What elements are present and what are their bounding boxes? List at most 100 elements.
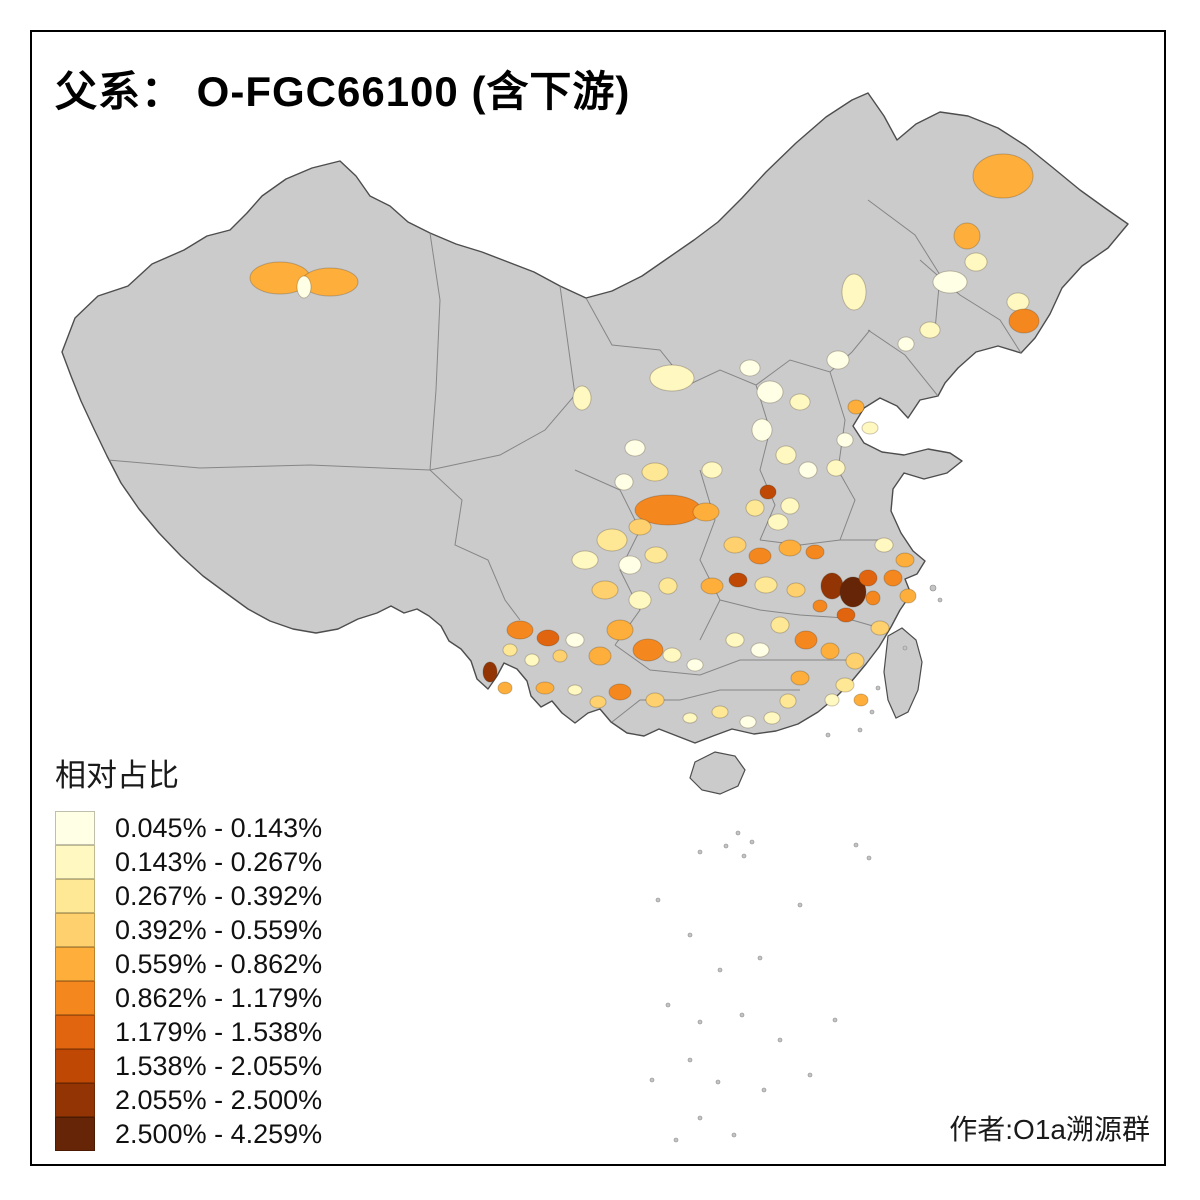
map-region bbox=[759, 484, 777, 500]
map-region bbox=[535, 681, 555, 695]
map-region bbox=[841, 273, 867, 311]
map-region bbox=[591, 580, 619, 600]
islet bbox=[723, 843, 729, 849]
map-region bbox=[899, 588, 917, 604]
map-region bbox=[624, 439, 646, 457]
legend-swatch bbox=[55, 913, 95, 947]
legend-label: 0.143% - 0.267% bbox=[115, 846, 323, 877]
legend-item: 2.055% - 2.500% bbox=[55, 1083, 322, 1117]
map-region bbox=[953, 222, 981, 250]
islet bbox=[717, 967, 723, 973]
islet bbox=[875, 685, 881, 691]
islet bbox=[665, 1002, 671, 1008]
map-region bbox=[1006, 292, 1030, 312]
map-region bbox=[835, 677, 855, 693]
map-region bbox=[723, 536, 747, 554]
map-region bbox=[596, 528, 628, 552]
legend: 相对占比 0.045% - 0.143% 0.143% - 0.267% 0.267… bbox=[55, 750, 322, 1151]
choropleth-regions bbox=[249, 153, 1040, 729]
map-region bbox=[779, 693, 797, 709]
islet bbox=[902, 645, 908, 651]
islet bbox=[649, 1077, 655, 1083]
islet bbox=[741, 853, 747, 859]
map-region bbox=[865, 590, 881, 606]
map-region bbox=[754, 576, 778, 594]
islet bbox=[857, 727, 863, 733]
islet bbox=[731, 1132, 737, 1138]
map-region bbox=[756, 380, 784, 404]
legend-title: 相对占比 bbox=[55, 758, 179, 793]
map-region bbox=[870, 620, 890, 636]
legend-swatch bbox=[55, 845, 95, 879]
map-region bbox=[641, 462, 669, 482]
map-region bbox=[919, 321, 941, 339]
map-region bbox=[571, 550, 599, 570]
islet bbox=[687, 1057, 693, 1063]
legend-label: 1.179% - 1.538% bbox=[115, 1016, 323, 1047]
islet bbox=[832, 1017, 838, 1023]
map-region bbox=[839, 576, 867, 608]
legend-label: 2.500% - 4.259% bbox=[115, 1118, 323, 1149]
islet bbox=[697, 1019, 703, 1025]
province-borders bbox=[107, 199, 1022, 723]
map-region bbox=[618, 555, 642, 575]
map-region bbox=[536, 629, 560, 647]
map-region bbox=[812, 599, 828, 613]
map-region bbox=[682, 712, 698, 724]
map-region bbox=[824, 693, 840, 707]
islet bbox=[749, 839, 755, 845]
map-region bbox=[858, 569, 878, 587]
map-region bbox=[692, 502, 720, 522]
map-region bbox=[739, 715, 757, 729]
islet bbox=[697, 849, 703, 855]
map-region bbox=[608, 683, 632, 701]
map-region bbox=[711, 705, 729, 719]
author-credit: 作者:O1a溯源群 bbox=[949, 1114, 1150, 1145]
map-region bbox=[763, 711, 781, 725]
islet bbox=[739, 1012, 745, 1018]
islet bbox=[853, 842, 859, 848]
legend-swatch bbox=[55, 1015, 95, 1049]
legend-swatch bbox=[55, 1049, 95, 1083]
map-region bbox=[845, 652, 865, 670]
map-region bbox=[524, 653, 540, 667]
map-region bbox=[1008, 308, 1040, 334]
map-region bbox=[897, 336, 915, 352]
legend-item: 1.179% - 1.538% bbox=[55, 1015, 322, 1049]
map-region bbox=[786, 582, 806, 598]
map-region bbox=[798, 461, 818, 479]
map-region bbox=[932, 270, 968, 294]
legend-swatch bbox=[55, 1083, 95, 1117]
map-region bbox=[751, 418, 773, 442]
map-region bbox=[614, 473, 634, 491]
islet bbox=[807, 1072, 813, 1078]
map-region bbox=[836, 432, 854, 448]
map-region bbox=[497, 681, 513, 695]
map-region bbox=[836, 607, 856, 623]
map-region bbox=[645, 692, 665, 708]
china-mainland bbox=[61, 92, 1129, 744]
islet bbox=[929, 584, 937, 592]
map-region bbox=[826, 459, 846, 477]
map-region bbox=[572, 385, 592, 411]
legend-item: 0.559% - 0.862% bbox=[55, 947, 322, 981]
legend-label: 0.862% - 1.179% bbox=[115, 982, 323, 1013]
islet bbox=[937, 597, 943, 603]
legend-rows: 0.045% - 0.143% 0.143% - 0.267% 0.267% - 0… bbox=[55, 811, 322, 1151]
legend-label: 1.538% - 2.055% bbox=[115, 1050, 323, 1081]
map-region bbox=[502, 643, 518, 657]
map-region bbox=[780, 497, 800, 515]
map-region bbox=[552, 649, 568, 663]
map-region bbox=[874, 537, 894, 553]
map-region bbox=[649, 364, 695, 392]
legend-item: 0.045% - 0.143% bbox=[55, 811, 322, 845]
map-region bbox=[748, 547, 772, 565]
map-region bbox=[826, 350, 850, 370]
legend-label: 0.559% - 0.862% bbox=[115, 948, 323, 979]
islet bbox=[715, 1079, 721, 1085]
map-region bbox=[789, 393, 811, 411]
map-region bbox=[790, 670, 810, 686]
map-region bbox=[506, 620, 534, 640]
legend-label: 0.392% - 0.559% bbox=[115, 914, 323, 945]
islet bbox=[777, 1037, 783, 1043]
